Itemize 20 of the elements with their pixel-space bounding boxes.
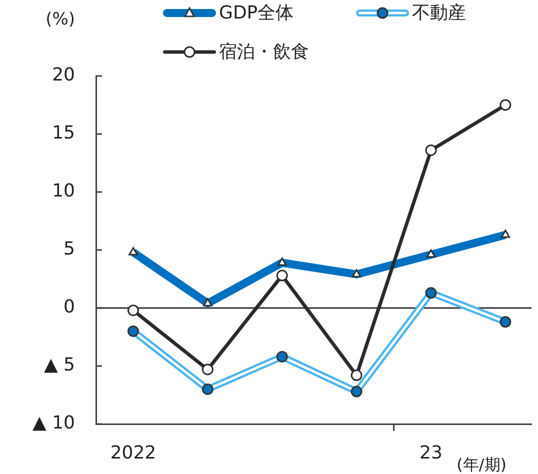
legend-label: 不動産	[412, 2, 466, 24]
x-tick-label: 2022	[110, 442, 156, 464]
legend-label: GDP全体	[219, 2, 294, 24]
point	[127, 304, 139, 316]
x-tick-label: 23	[420, 442, 442, 464]
y-axis-title: (%)	[46, 9, 75, 30]
y-tick-label: 5	[64, 238, 75, 260]
point	[500, 99, 512, 111]
legend-label: 宿泊・飲食	[219, 42, 309, 63]
point	[276, 270, 288, 282]
point	[350, 370, 362, 382]
point	[425, 144, 437, 156]
y-tick-label: ▲ 5	[44, 354, 75, 376]
y-tick-label: 15	[52, 122, 75, 144]
point	[202, 364, 214, 376]
y-tick-label: 0	[64, 296, 75, 318]
y-tick-label: ▲ 10	[32, 412, 75, 434]
y-tick-label: 20	[52, 64, 75, 86]
y-tick-label: 10	[52, 180, 75, 202]
x-axis-title: (年/期)	[456, 455, 506, 474]
